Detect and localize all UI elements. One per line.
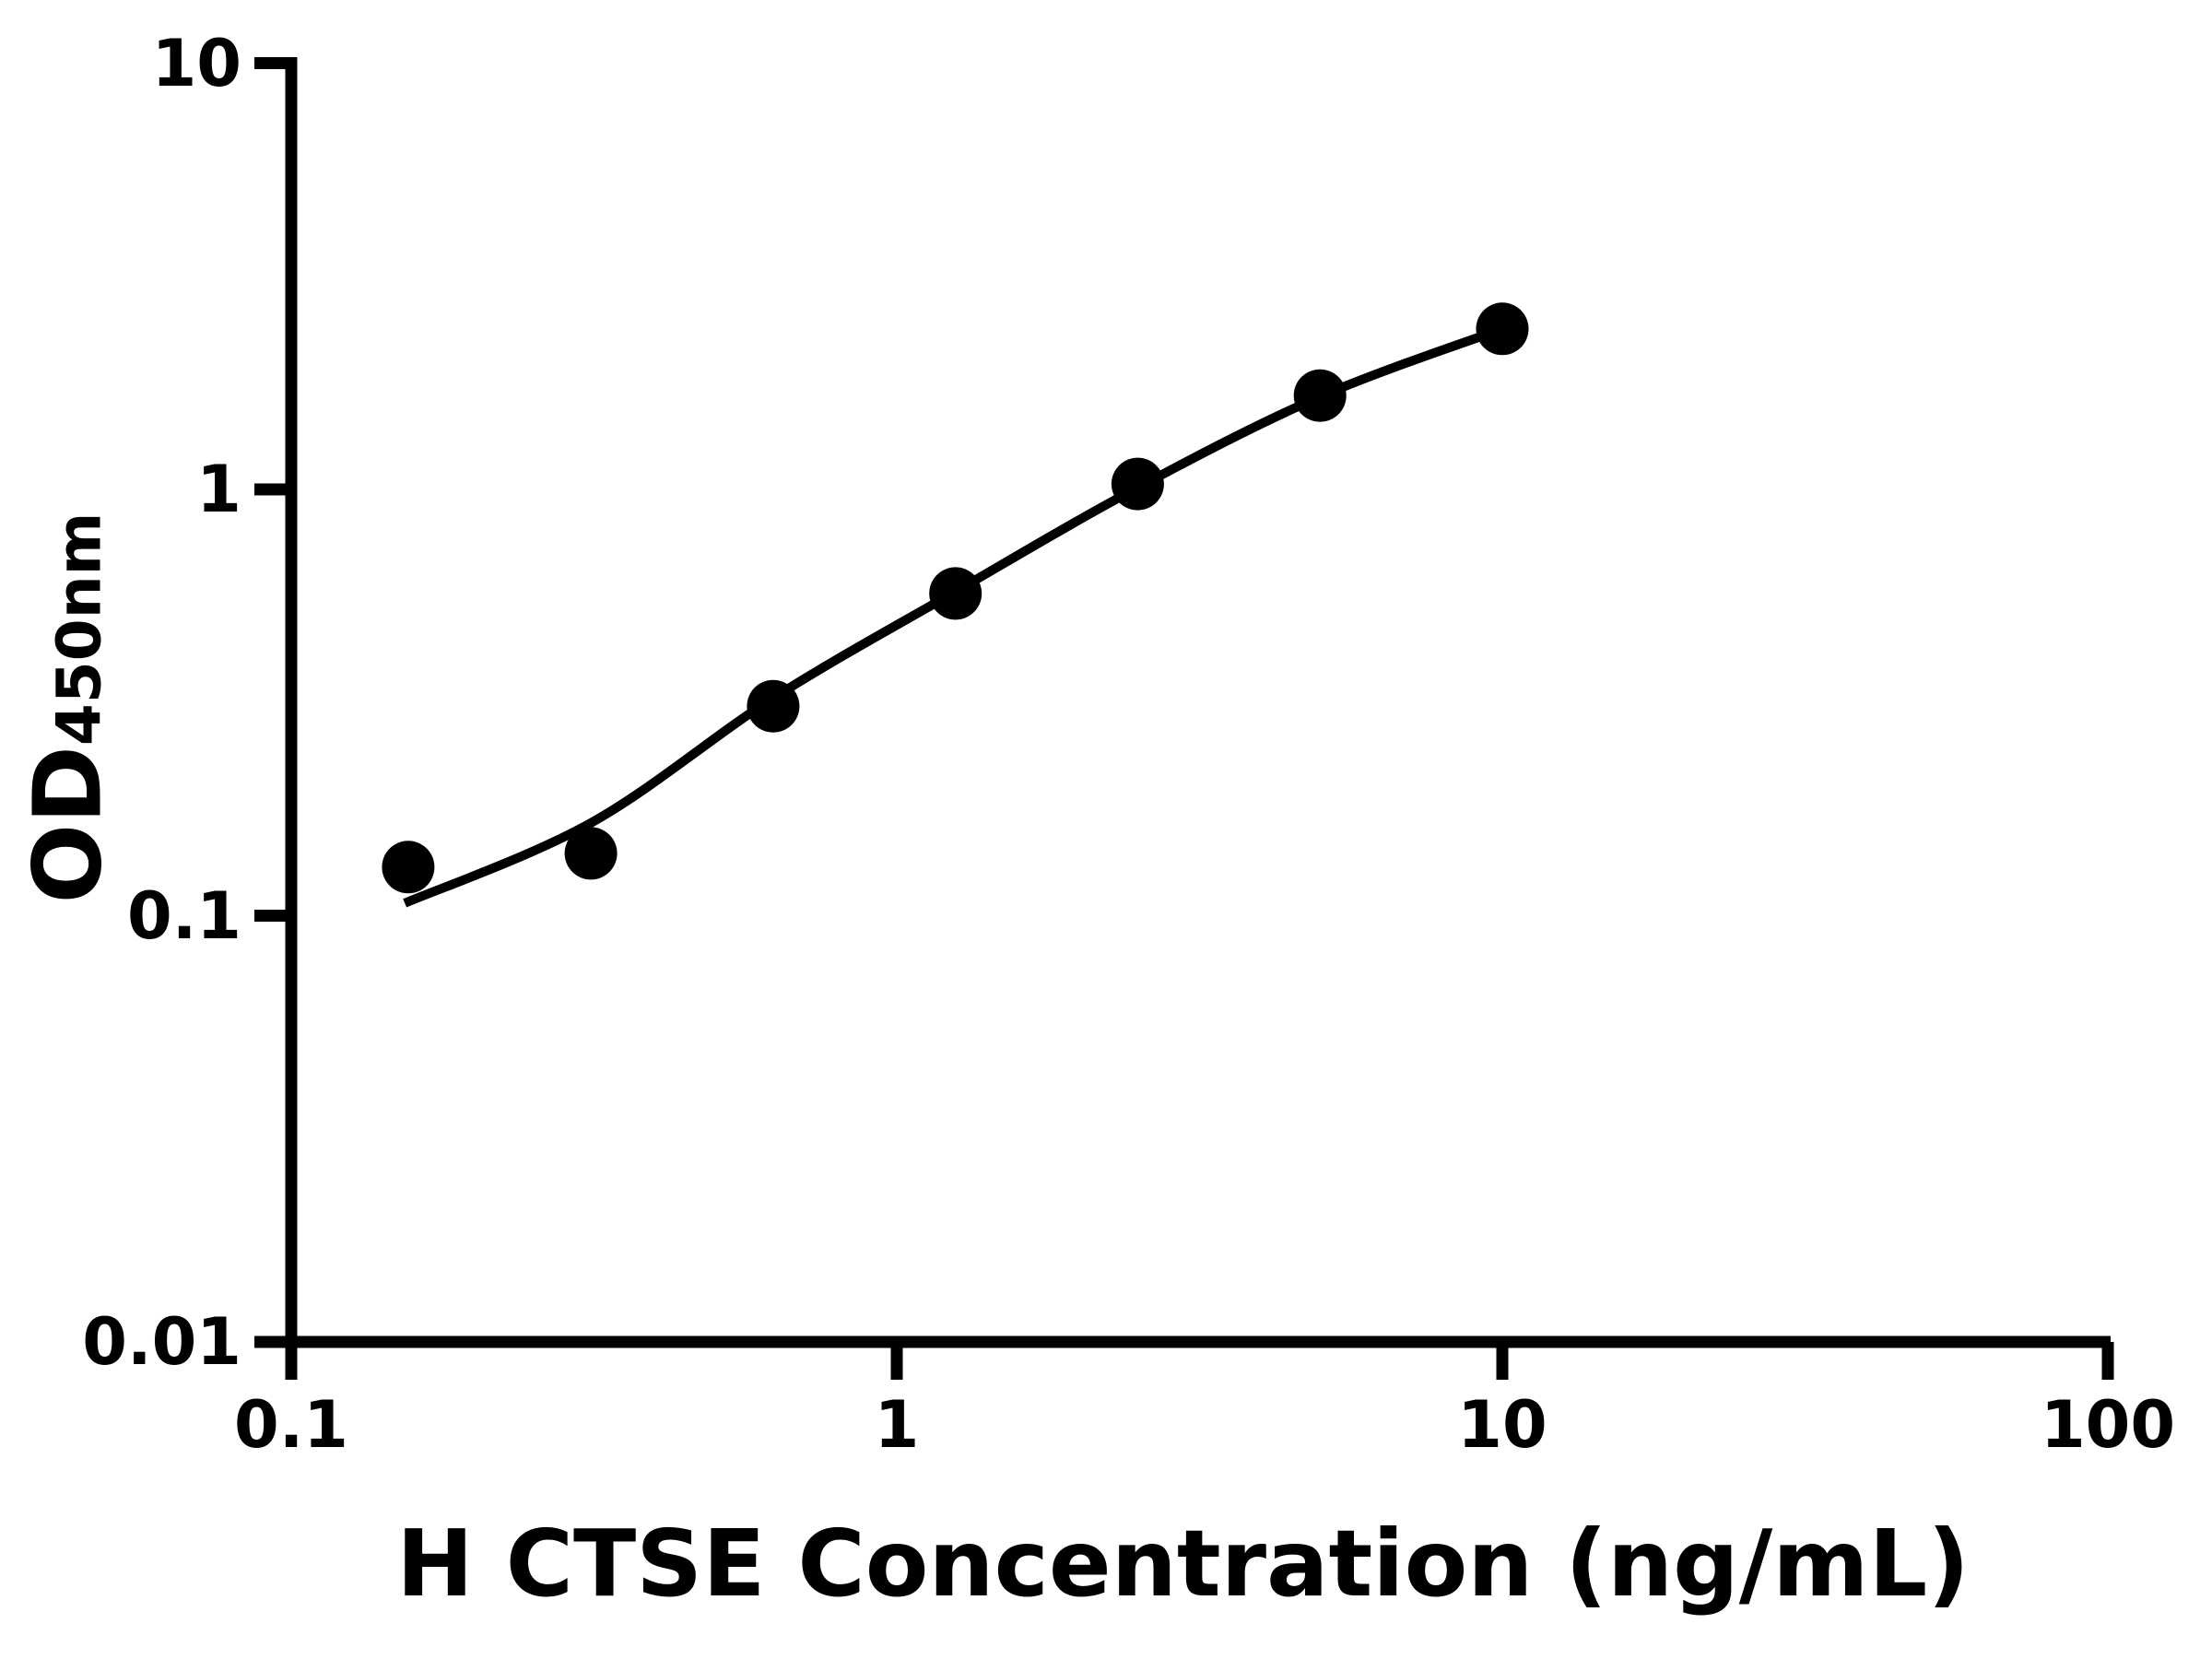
data-point xyxy=(1111,457,1164,511)
y-tick-label: 1 xyxy=(196,452,241,527)
y-axis-title-sub: 450nm xyxy=(43,512,115,747)
data-point xyxy=(1293,369,1347,422)
x-tick-label: 1 xyxy=(874,1387,920,1463)
y-tick-label: 10 xyxy=(151,25,241,101)
x-tick-label: 0.1 xyxy=(233,1387,348,1463)
x-tick-label: 100 xyxy=(2040,1387,2176,1463)
data-point xyxy=(564,827,618,880)
data-point xyxy=(1476,302,1529,356)
y-tick-label: 0.1 xyxy=(126,877,241,954)
x-axis-title: H CTSE Concentration (ng/mL) xyxy=(396,1510,1970,1618)
data-point xyxy=(929,567,982,620)
data-point xyxy=(747,679,800,733)
x-tick-label: 10 xyxy=(1457,1387,1547,1463)
y-tick-label: 0.01 xyxy=(82,1304,241,1380)
y-axis-title: OD450nm xyxy=(14,512,124,904)
data-point xyxy=(382,841,435,894)
